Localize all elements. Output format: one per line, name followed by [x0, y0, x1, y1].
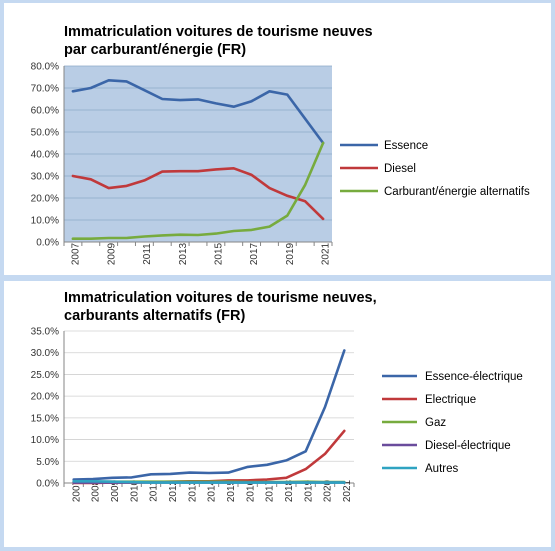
- y-tick-label: 30.0%: [31, 348, 59, 359]
- legend-label: Diesel: [384, 163, 416, 175]
- chart-alternative-fuels: Immatriculation voitures de tourisme neu…: [31, 290, 523, 502]
- series-line-3: [71, 141, 325, 240]
- x-tick-label: 2010: [129, 479, 140, 502]
- chart-title-line-1: Immatriculation voitures de tourisme neu…: [64, 24, 373, 40]
- chart-title-line-2: par carburant/énergie (FR): [64, 42, 246, 58]
- y-tick-label: 15.0%: [31, 413, 59, 424]
- y-tick-label: 30.0%: [31, 172, 59, 183]
- legend-label: Electrique: [425, 394, 476, 406]
- x-tick-label: 2013: [178, 242, 189, 265]
- x-tick-label: 2009: [110, 479, 121, 502]
- x-tick-label: 2018: [284, 479, 295, 502]
- y-tick-label: 10.0%: [31, 435, 59, 446]
- y-tick-label: 0.0%: [36, 238, 59, 249]
- x-tick-label: 2019: [285, 242, 296, 265]
- x-tick-label: 2017: [249, 242, 260, 265]
- y-tick-label: 60.0%: [31, 106, 59, 117]
- y-tick-label: 5.0%: [36, 457, 59, 468]
- y-tick-label: 25.0%: [31, 370, 59, 381]
- y-tick-label: 40.0%: [31, 150, 59, 161]
- series-line-2: [72, 429, 346, 485]
- x-tick-label: 2008: [91, 479, 102, 502]
- series-line-1: [72, 349, 346, 481]
- chart-panel-fuel-share: Immatriculation voitures de tourisme neu…: [4, 3, 551, 275]
- x-tick-label: 2012: [168, 479, 179, 502]
- x-tick-label: 2015: [226, 479, 237, 502]
- x-tick-label: 2016: [245, 479, 256, 502]
- y-tick-label: 20.0%: [31, 194, 59, 205]
- x-tick-label: 2013: [187, 479, 198, 502]
- y-tick-label: 20.0%: [31, 392, 59, 403]
- x-tick-label: 2019: [303, 479, 314, 502]
- legend-label: Diesel-électrique: [425, 440, 511, 452]
- x-tick-label: 2007: [71, 479, 82, 502]
- x-tick-label: 2020: [323, 479, 334, 502]
- chart-title-line-2: carburants alternatifs (FR): [64, 308, 245, 324]
- x-tick-label: 2021: [342, 479, 353, 502]
- x-tick-label: 2017: [265, 479, 276, 502]
- legend-label: Gaz: [425, 417, 446, 429]
- x-tick-label: 2007: [71, 242, 82, 265]
- x-tick-label: 2021: [321, 242, 332, 265]
- legend-label: Essence: [384, 140, 428, 152]
- y-tick-label: 0.0%: [36, 479, 59, 490]
- series-line-5: [72, 480, 346, 484]
- y-tick-label: 10.0%: [31, 216, 59, 227]
- legend-label: Carburant/énergie alternatifs: [384, 186, 530, 198]
- legend-label: Autres: [425, 463, 458, 475]
- series-line-1: [71, 79, 325, 145]
- y-tick-label: 70.0%: [31, 84, 59, 95]
- x-tick-label: 2014: [207, 479, 218, 502]
- legend-label: Essence-électrique: [425, 371, 523, 383]
- x-tick-label: 2009: [106, 242, 117, 265]
- chart-title-line-1: Immatriculation voitures de tourisme neu…: [64, 290, 377, 306]
- chart-fuel-share: Immatriculation voitures de tourisme neu…: [31, 24, 530, 265]
- x-tick-label: 2015: [214, 242, 225, 265]
- y-tick-label: 50.0%: [31, 128, 59, 139]
- y-tick-label: 80.0%: [31, 62, 59, 73]
- x-tick-label: 2011: [149, 480, 160, 502]
- x-tick-label: 2011: [142, 243, 153, 265]
- y-tick-label: 35.0%: [31, 327, 59, 338]
- series-line-2: [71, 167, 325, 221]
- chart-panel-alternative-fuels: Immatriculation voitures de tourisme neu…: [4, 281, 551, 547]
